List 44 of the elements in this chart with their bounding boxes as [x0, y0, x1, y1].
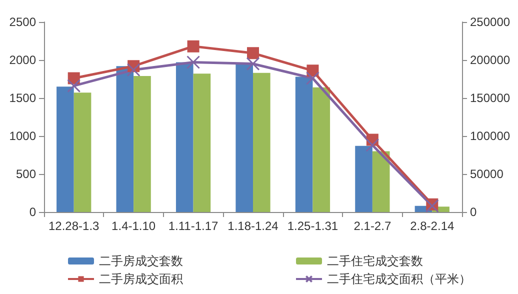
y2-tick-label: 150000 — [470, 91, 510, 105]
bar — [355, 146, 372, 212]
point — [425, 199, 439, 213]
x-tick-label: 1.4-1.10 — [112, 219, 156, 233]
point — [186, 56, 200, 70]
bar — [116, 66, 134, 212]
point — [246, 57, 260, 71]
legend-label: 二手住宅成交面积（平米） — [327, 272, 471, 286]
y-tick-label: 2000 — [9, 53, 36, 67]
point — [247, 47, 259, 60]
bar — [372, 151, 390, 212]
x-tick-label: 12.28-1.3 — [48, 219, 100, 233]
bar — [312, 87, 330, 212]
bar — [295, 76, 313, 212]
y-tick-label: 500 — [16, 167, 36, 181]
y2-tick-label: 200000 — [470, 53, 510, 67]
x-tick-label: 2.1-2.7 — [354, 219, 392, 233]
y2-tick-label: 0 — [470, 205, 477, 219]
point — [126, 63, 140, 77]
y-tick-label: 1000 — [9, 129, 36, 143]
point — [187, 40, 200, 52]
y-tick-label: 2500 — [9, 15, 36, 29]
x-tick-label: 1.18-1.24 — [228, 219, 279, 233]
x-tick-label: 2.8-2.14 — [410, 219, 454, 233]
legend-label: 二手房成交面积 — [99, 272, 183, 286]
y2-tick-label: 50000 — [470, 167, 504, 181]
point — [366, 138, 380, 152]
bar — [253, 72, 270, 212]
legend-label: 二手住宅成交套数 — [327, 254, 423, 268]
y-tick-label: 0 — [29, 205, 36, 219]
bar — [134, 76, 151, 212]
bar — [56, 86, 74, 212]
bar — [74, 92, 92, 212]
point — [306, 71, 320, 85]
x-tick-label: 1.25-1.31 — [287, 219, 338, 233]
y2-tick-label: 100000 — [470, 129, 510, 143]
point — [67, 79, 81, 93]
bar — [176, 62, 194, 212]
bar — [193, 74, 211, 212]
y-tick-label: 1500 — [9, 91, 36, 105]
legend-label: 二手房成交套数 — [99, 254, 183, 268]
y2-tick-label: 250000 — [470, 15, 510, 29]
x-tick-label: 1.11-1.17 — [168, 219, 219, 233]
bar — [236, 64, 253, 212]
